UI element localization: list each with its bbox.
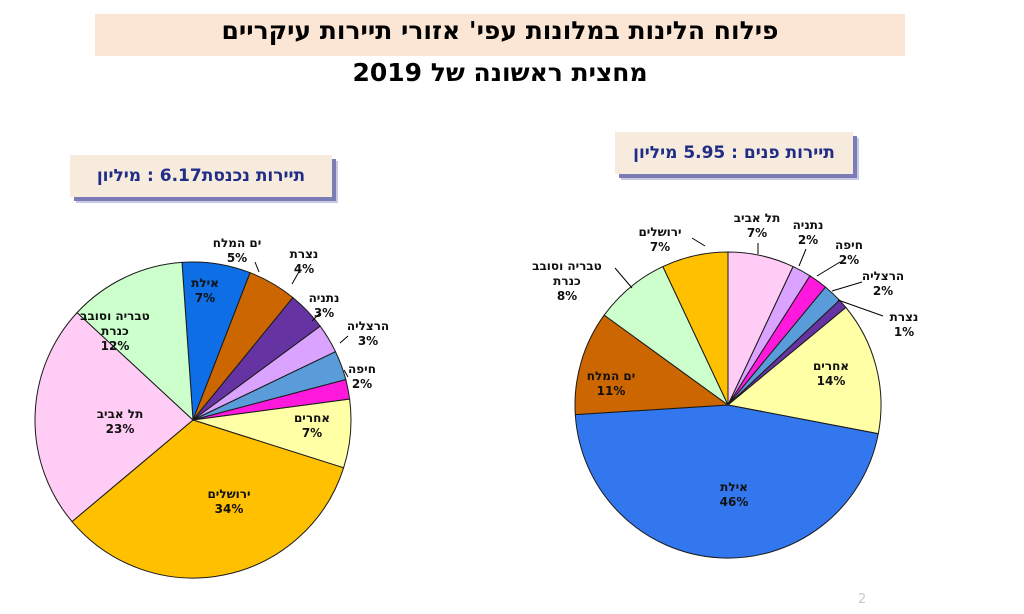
slice-label: נתניה 3% <box>309 291 340 320</box>
chart-title-domestic: תיירות פנים : 5.95 מיליון <box>615 132 853 174</box>
slice-label: ירושלים 7% <box>638 225 681 254</box>
pie-chart-domestic: תל אביב 7% נתניה 2% חיפה 2%הרצליה 2% נצרת 1% אחרי… <box>532 211 919 559</box>
slice-label: נתניה 2% <box>793 218 824 247</box>
leader-line <box>311 312 321 322</box>
leader-line <box>837 299 884 317</box>
slice-label: תל אביב 7% <box>734 211 781 240</box>
slice-label: נצרת 1% <box>890 310 919 339</box>
leader-line <box>339 335 349 344</box>
slice-label: טבריה וסובב כנרת 8% <box>532 259 602 303</box>
pie-chart-incoming: אילת 7% ים המלח 5% נצרת 4% נתניה 3%הרצליה 3% חיפה… <box>34 236 389 579</box>
pie-slice <box>71 419 345 579</box>
leader-line <box>798 248 807 267</box>
slice-label: ים המלח 5% <box>213 236 262 265</box>
pie-slice <box>76 261 194 422</box>
leader-line <box>291 269 301 285</box>
title-band <box>95 14 905 56</box>
slice-label: ירושלים 34% <box>207 487 250 516</box>
page-number: 2 <box>858 592 867 607</box>
pie-slice <box>726 306 882 435</box>
leader-line <box>831 281 863 292</box>
leader-line <box>816 261 841 277</box>
leader-line <box>254 261 260 273</box>
slice-label: נצרת 4% <box>290 247 319 276</box>
pie-slice <box>34 311 194 523</box>
slice-label: הרצליה 2% <box>862 269 904 298</box>
page-title: פילוח הלינות במלונות עפי' אזורי תיירות ע… <box>221 16 779 45</box>
page-subtitle: מחצית ראשונה של 2019 <box>352 58 648 87</box>
leader-line <box>343 369 349 378</box>
slice-label: תל אביב 23% <box>97 407 144 436</box>
slice-label: אילת 46% <box>720 480 749 509</box>
pie-slice <box>574 404 879 559</box>
pie-slice <box>574 314 730 416</box>
chart-title-incoming: תיירות נכנסת6.17 : מיליון <box>70 155 332 197</box>
slice-label: חיפה 2% <box>348 362 376 391</box>
slice-label: חיפה 2% <box>835 238 863 267</box>
slice-label: ים המלח 11% <box>587 369 636 398</box>
slice-label: הרצליה 3% <box>347 319 389 348</box>
slice-label: אילת 7% <box>191 276 219 305</box>
slice-label: אחרים 7% <box>294 411 330 440</box>
slice-label: אחרים 14% <box>813 359 849 388</box>
pie-slice <box>662 251 729 406</box>
leader-line <box>614 267 633 289</box>
slice-label: טבריה וסובב כנרת 12% <box>80 309 150 353</box>
leader-line <box>691 237 706 247</box>
